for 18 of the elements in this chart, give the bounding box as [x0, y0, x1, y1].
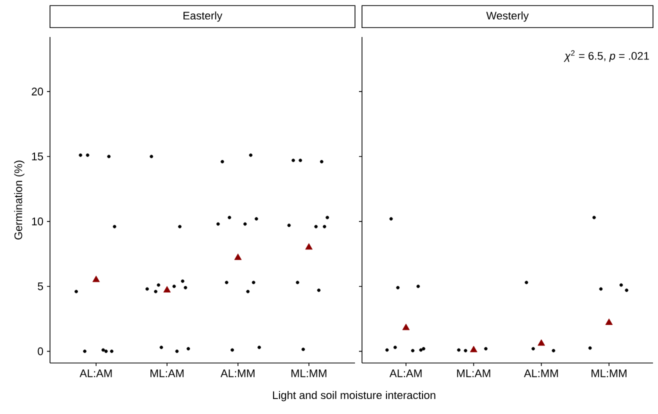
- y-tick-label: 10: [32, 218, 44, 226]
- chart-title: Westerly: [486, 11, 529, 22]
- y-axis-title: Germination (%): [14, 160, 24, 240]
- x-tick-label: ML:MM: [592, 370, 626, 378]
- y-tick-label: 15: [32, 152, 44, 160]
- x-axis-title: Light and soil moisture interaction: [273, 390, 436, 402]
- x-tick-label: ML:MM: [291, 370, 326, 378]
- x-tick-label: ML:AM: [457, 370, 490, 378]
- x-tick-label: AL:AM: [80, 370, 112, 378]
- chart-title: Easterly: [184, 11, 222, 22]
- x-tick-label: ML:AM: [150, 370, 184, 378]
- x-tick-label: AL:MM: [524, 370, 558, 378]
- x-tick-label: AL:AM: [390, 370, 422, 378]
- y-tick-label: 20: [32, 88, 44, 96]
- x-tick-label: AL:MM: [220, 370, 254, 378]
- annotation: χ$^{2}$ = 6.5, p = .021: [564, 50, 649, 62]
- y-tick-label: 5: [38, 282, 44, 290]
- y-tick-label: 0: [38, 347, 44, 356]
